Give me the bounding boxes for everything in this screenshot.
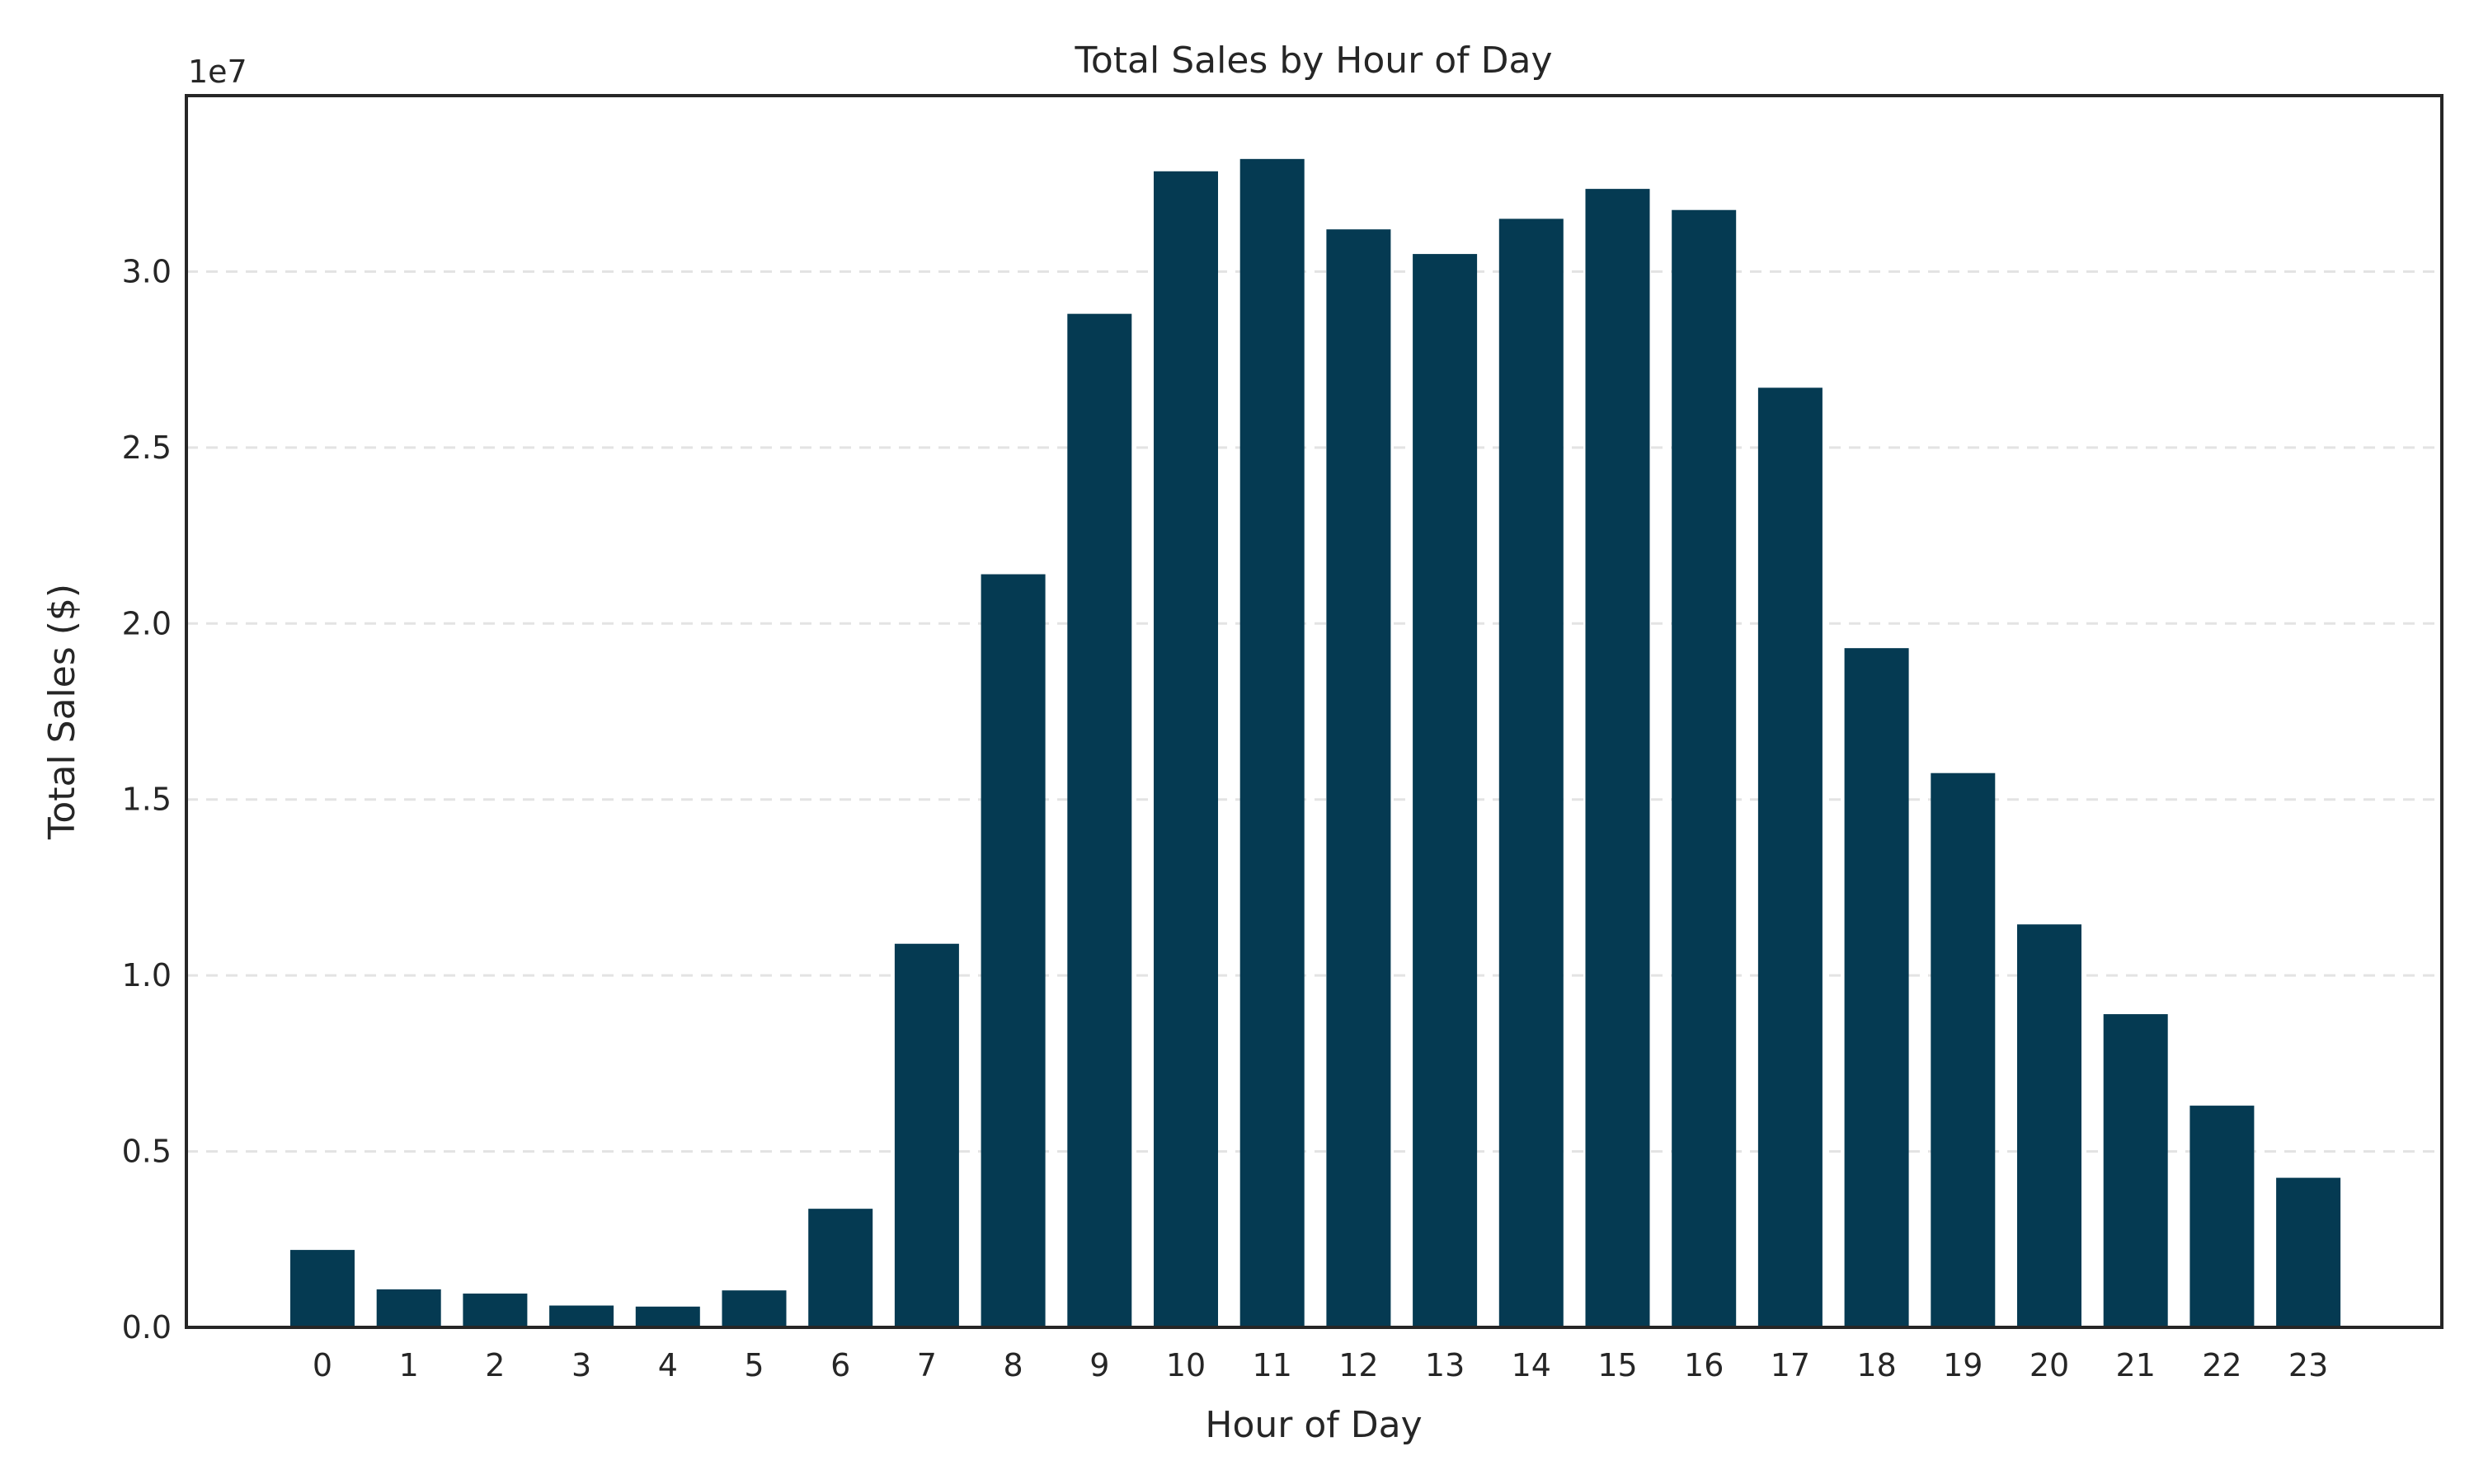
x-tick-label: 13 [1425, 1347, 1465, 1383]
x-tick-label: 1 [399, 1347, 419, 1383]
x-tick-label: 21 [2116, 1347, 2156, 1383]
x-tick-label: 23 [2288, 1347, 2328, 1383]
x-tick-label: 2 [485, 1347, 505, 1383]
y-tick-label: 0.5 [122, 1134, 172, 1170]
bar-hour-11 [1239, 158, 1305, 1328]
x-axis-title: Hour of Day [1205, 1404, 1422, 1446]
y-tick-label: 3.0 [122, 253, 172, 289]
bar-hour-22 [2189, 1106, 2255, 1327]
x-tick-label: 22 [2202, 1347, 2241, 1383]
bar-hour-5 [722, 1290, 787, 1327]
y-tick-labels: 0.0 0.5 1.0 1.5 2.0 2.5 3.0 [122, 253, 172, 1345]
bar-hour-18 [1844, 648, 1909, 1327]
bar-hour-13 [1413, 254, 1478, 1328]
bar-hour-7 [894, 943, 959, 1327]
x-tick-label: 17 [1771, 1347, 1810, 1383]
x-tick-label: 9 [1089, 1347, 1109, 1383]
x-tick-label: 6 [830, 1347, 850, 1383]
bar-hour-10 [1154, 171, 1218, 1327]
x-tick-label: 16 [1684, 1347, 1724, 1383]
bar-hour-21 [2103, 1014, 2168, 1327]
x-tick-label: 10 [1166, 1347, 1206, 1383]
bar-hour-23 [2276, 1177, 2341, 1327]
bar-hour-14 [1498, 218, 1564, 1327]
bar-hour-12 [1326, 229, 1391, 1328]
x-tick-label: 8 [1004, 1347, 1023, 1383]
bar-hour-20 [2017, 924, 2081, 1327]
chart-title: Total Sales by Hour of Day [1074, 40, 1552, 82]
bar-hour-4 [635, 1306, 700, 1327]
x-tick-label: 14 [1512, 1347, 1551, 1383]
x-tick-label: 20 [2030, 1347, 2069, 1383]
x-tick-label: 3 [571, 1347, 591, 1383]
y-tick-label: 0.0 [122, 1309, 172, 1345]
y-tick-label: 1.0 [122, 957, 172, 993]
x-tick-label: 7 [917, 1347, 937, 1383]
bar-hour-9 [1067, 313, 1132, 1328]
y-scale-label: 1e7 [188, 54, 247, 90]
bar-hour-2 [463, 1294, 528, 1327]
x-tick-label: 19 [1943, 1347, 1982, 1383]
x-tick-label: 0 [313, 1347, 332, 1383]
bar-hour-17 [1757, 387, 1823, 1327]
x-tick-label: 15 [1597, 1347, 1637, 1383]
bar-hour-6 [808, 1209, 873, 1327]
x-tick-label: 18 [1856, 1347, 1896, 1383]
bar-hour-15 [1585, 189, 1650, 1327]
bars [290, 158, 2341, 1328]
x-tick-label: 5 [744, 1347, 764, 1383]
bar-hour-3 [549, 1305, 614, 1327]
bar-hour-1 [376, 1289, 441, 1327]
y-tick-label: 2.5 [122, 430, 172, 466]
x-tick-label: 4 [658, 1347, 678, 1383]
y-axis-title: Total Sales ($) [41, 584, 83, 840]
y-tick-label: 2.0 [122, 605, 172, 641]
bar-hour-19 [1931, 773, 1996, 1327]
x-tick-labels: 0 1 2 3 4 5 6 7 8 9 10 11 12 13 14 15 16 17 18 19 20 21 22 23 [313, 1347, 2328, 1383]
x-tick-label: 12 [1338, 1347, 1378, 1383]
y-tick-label: 1.5 [122, 782, 172, 818]
x-tick-label: 11 [1253, 1347, 1292, 1383]
bar-hour-16 [1672, 209, 1737, 1328]
bar-hour-8 [981, 574, 1046, 1327]
plot-frame [185, 94, 2443, 1329]
bar-hour-0 [290, 1250, 355, 1327]
